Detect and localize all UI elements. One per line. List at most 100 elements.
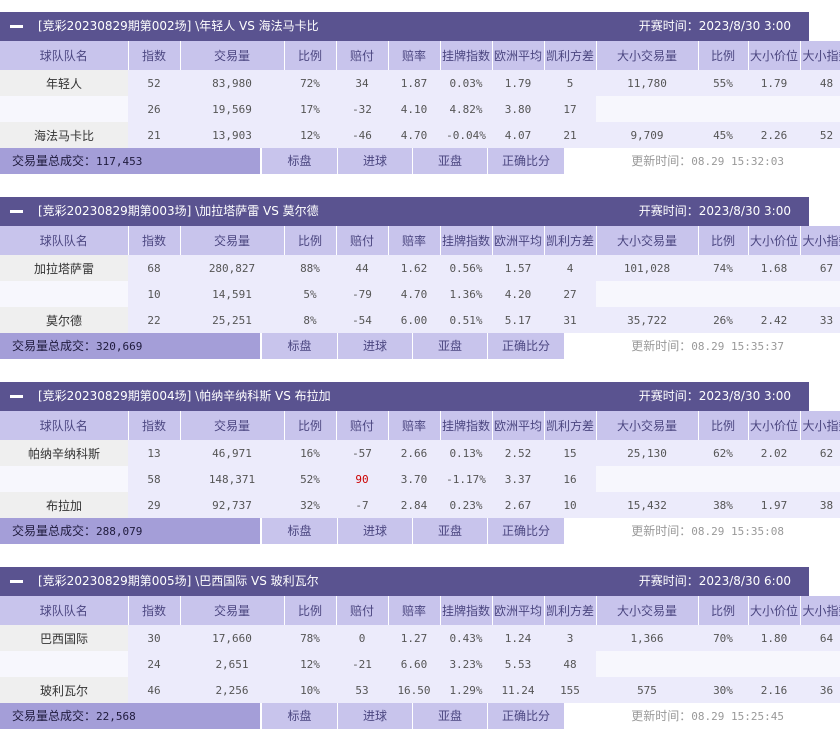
kickoff-time: 开赛时间：2023/8/30 3:00 (639, 12, 791, 41)
table-cell: 52% (284, 466, 336, 492)
table-cell: 8% (284, 307, 336, 333)
footer-tab-button[interactable]: 进球 (337, 703, 412, 729)
table-cell: 92,737 (180, 492, 284, 518)
column-header: 比例 (284, 596, 337, 625)
column-header: 比例 (284, 41, 337, 70)
kickoff-label: 开赛时间： (638, 204, 699, 218)
footer-tab-button[interactable]: 亚盘 (412, 703, 487, 729)
column-header: 大小价位 (748, 226, 801, 255)
table-cell: 575 (596, 677, 698, 703)
column-header: 赔率 (388, 226, 441, 255)
collapse-icon[interactable] (10, 25, 23, 28)
table-cell: 21 (128, 122, 180, 148)
column-header: 欧洲平均 (492, 411, 545, 440)
table-cell: 2.66 (388, 440, 440, 466)
kickoff-value: 2023/8/30 3:00 (698, 19, 791, 33)
kickoff-time: 开赛时间：2023/8/30 6:00 (639, 567, 791, 596)
total-label: 交易量总成交： (12, 339, 97, 353)
table-cell: 10 (544, 492, 596, 518)
column-header: 比例 (698, 41, 749, 70)
footer-tab-button[interactable]: 标盘 (261, 148, 337, 174)
table-cell: 46,971 (180, 440, 284, 466)
team-name (0, 651, 128, 677)
footer-tab-button[interactable]: 标盘 (261, 703, 337, 729)
footer-tab-button[interactable]: 亚盘 (412, 333, 487, 359)
footer-tab-button[interactable]: 进球 (337, 148, 412, 174)
table-cell: 17% (284, 96, 336, 122)
table-cell: -57 (336, 440, 388, 466)
column-header: 大小交易量 (596, 41, 699, 70)
column-header: 赔付 (336, 226, 389, 255)
table-cell: 0.13% (440, 440, 492, 466)
table-cell: 45% (698, 122, 748, 148)
table-cell: 3 (544, 625, 596, 651)
table-cell: 68 (128, 255, 180, 281)
table-cell: 1.27 (388, 625, 440, 651)
total-value: 117,453 (96, 155, 143, 168)
table-row: 24 2,651 12% -21 6.60 3.23% 5.53 48 (0, 651, 840, 677)
table-cell: 2.26 (748, 122, 800, 148)
column-header: 大小价位 (748, 41, 801, 70)
total-volume: 交易量总成交：288,079 (0, 518, 260, 544)
table-cell: -21 (336, 651, 388, 677)
column-header: 赔付 (336, 596, 389, 625)
table-cell: 4.10 (388, 96, 440, 122)
column-header: 凯利方差 (544, 41, 597, 70)
match-title: [竞彩20230829期第003场] \加拉塔萨雷 VS 莫尔德 (38, 204, 319, 218)
footer-tab-button[interactable]: 正确比分 (487, 333, 564, 359)
team-name (0, 281, 128, 307)
collapse-icon[interactable] (10, 395, 23, 398)
table-cell: 4.70 (388, 122, 440, 148)
team-name: 布拉加 (0, 492, 128, 518)
table-cell: 27 (544, 281, 596, 307)
table-header-row: 球队队名 指数 交易量 比例 赔付 赔率 挂牌指数 欧洲平均 凯利方差 大小交易量 比例 大小价位 大小… (0, 41, 840, 70)
footer-tab-button[interactable]: 进球 (337, 518, 412, 544)
table-cell: 72% (284, 70, 336, 96)
match-footer: 交易量总成交：320,669 标盘 进球 亚盘 正确比分 更新时间：08.29 15:35… (0, 333, 809, 359)
table-cell: 0 (336, 625, 388, 651)
table-cell: 11,780 (596, 70, 698, 96)
table-cell: 11.24 (492, 677, 544, 703)
table-cell: 22 (128, 307, 180, 333)
column-header: 大小交易量 (596, 596, 699, 625)
column-header: 凯利方差 (544, 226, 597, 255)
footer-tab-button[interactable]: 正确比分 (487, 703, 564, 729)
table-cell: 13 (128, 440, 180, 466)
table-cell: 2,256 (180, 677, 284, 703)
total-label: 交易量总成交： (12, 524, 97, 538)
table-cell: 1,366 (596, 625, 698, 651)
column-header: 指数 (128, 596, 181, 625)
footer-tab-button[interactable]: 标盘 (261, 518, 337, 544)
column-header: 大小指数 (800, 596, 840, 625)
table-cell (748, 96, 800, 122)
footer-tab-button[interactable]: 标盘 (261, 333, 337, 359)
total-volume: 交易量总成交：117,453 (0, 148, 260, 174)
table-cell: 25,130 (596, 440, 698, 466)
team-name: 海法马卡比 (0, 122, 128, 148)
footer-tab-button[interactable]: 正确比分 (487, 148, 564, 174)
footer-tab-button[interactable]: 正确比分 (487, 518, 564, 544)
team-name: 巴西国际 (0, 625, 128, 651)
footer-tab-button[interactable]: 亚盘 (412, 148, 487, 174)
table-cell: 32% (284, 492, 336, 518)
column-header: 比例 (698, 596, 749, 625)
table-cell: 70% (698, 625, 748, 651)
table-cell: 25,251 (180, 307, 284, 333)
total-value: 288,079 (96, 525, 143, 538)
column-header: 比例 (284, 411, 337, 440)
table-cell: 1.62 (388, 255, 440, 281)
table-cell: -32 (336, 96, 388, 122)
collapse-icon[interactable] (10, 580, 23, 583)
match-block: [竞彩20230829期第004场] \帕纳辛纳科斯 VS 布拉加 开赛时间：20… (0, 382, 840, 544)
table-cell: 2.52 (492, 440, 544, 466)
collapse-icon[interactable] (10, 210, 23, 213)
column-header: 球队队名 (0, 226, 129, 255)
footer-tab-button[interactable]: 亚盘 (412, 518, 487, 544)
total-value: 320,669 (96, 340, 143, 353)
table-cell: 3.37 (492, 466, 544, 492)
match-block: [竞彩20230829期第005场] \巴西国际 VS 玻利瓦尔 开赛时间：202… (0, 567, 840, 729)
footer-tab-button[interactable]: 进球 (337, 333, 412, 359)
table-cell: 46 (128, 677, 180, 703)
table-cell: 58 (128, 466, 180, 492)
table-cell: 2,651 (180, 651, 284, 677)
